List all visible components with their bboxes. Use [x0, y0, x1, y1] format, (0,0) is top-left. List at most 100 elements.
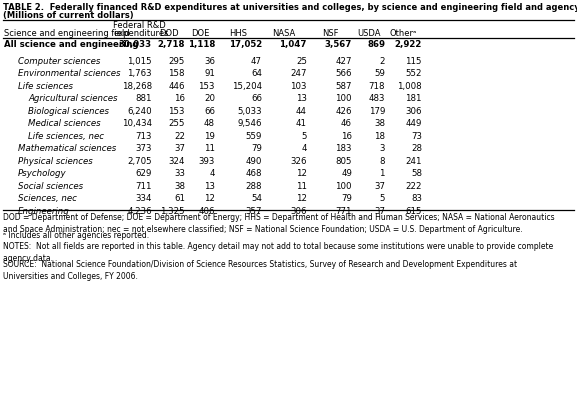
- Text: ᵃ Includes all other agencies reported.: ᵃ Includes all other agencies reported.: [3, 231, 149, 240]
- Text: 326: 326: [290, 157, 307, 166]
- Text: 222: 222: [406, 182, 422, 191]
- Text: 3: 3: [380, 144, 385, 153]
- Text: 8: 8: [380, 157, 385, 166]
- Text: 11: 11: [296, 182, 307, 191]
- Text: 5: 5: [302, 132, 307, 141]
- Text: 64: 64: [251, 69, 262, 78]
- Text: 79: 79: [251, 144, 262, 153]
- Text: 288: 288: [245, 182, 262, 191]
- Text: 306: 306: [406, 107, 422, 116]
- Text: 20: 20: [204, 95, 215, 103]
- Text: Computer sciences: Computer sciences: [18, 57, 100, 66]
- Text: 771: 771: [335, 207, 352, 216]
- Text: 449: 449: [406, 119, 422, 128]
- Text: 566: 566: [335, 69, 352, 78]
- Text: 587: 587: [335, 82, 352, 91]
- Text: 37: 37: [374, 207, 385, 216]
- Text: 552: 552: [406, 69, 422, 78]
- Text: 61: 61: [174, 194, 185, 203]
- Text: 1,047: 1,047: [279, 40, 307, 49]
- Text: expenditures: expenditures: [113, 29, 168, 38]
- Text: 44: 44: [296, 107, 307, 116]
- Text: 22: 22: [174, 132, 185, 141]
- Text: 805: 805: [335, 157, 352, 166]
- Text: 16: 16: [174, 95, 185, 103]
- Text: Science and engineering field: Science and engineering field: [4, 29, 130, 38]
- Text: 718: 718: [369, 82, 385, 91]
- Text: 66: 66: [204, 107, 215, 116]
- Text: Life sciences, nec: Life sciences, nec: [28, 132, 104, 141]
- Text: 181: 181: [406, 95, 422, 103]
- Text: 711: 711: [136, 182, 152, 191]
- Text: 83: 83: [411, 194, 422, 203]
- Text: 324: 324: [168, 157, 185, 166]
- Text: 16: 16: [341, 132, 352, 141]
- Text: 153: 153: [198, 82, 215, 91]
- Text: 446: 446: [168, 82, 185, 91]
- Text: 100: 100: [335, 95, 352, 103]
- Text: TABLE 2.  Federally financed R&D expenditures at universities and colleges, by s: TABLE 2. Federally financed R&D expendit…: [3, 3, 577, 12]
- Text: 869: 869: [367, 40, 385, 49]
- Text: Sciences, nec: Sciences, nec: [18, 194, 77, 203]
- Text: 36: 36: [204, 57, 215, 66]
- Text: 17,052: 17,052: [228, 40, 262, 49]
- Text: 2,718: 2,718: [158, 40, 185, 49]
- Text: 48: 48: [204, 119, 215, 128]
- Text: 4: 4: [209, 169, 215, 178]
- Text: 373: 373: [136, 144, 152, 153]
- Text: Biological sciences: Biological sciences: [28, 107, 109, 116]
- Text: 6,240: 6,240: [128, 107, 152, 116]
- Text: 255: 255: [168, 119, 185, 128]
- Text: NASA: NASA: [272, 29, 295, 38]
- Text: Medical sciences: Medical sciences: [28, 119, 100, 128]
- Text: 25: 25: [296, 57, 307, 66]
- Text: 28: 28: [411, 144, 422, 153]
- Text: 59: 59: [374, 69, 385, 78]
- Text: 1,325: 1,325: [160, 207, 185, 216]
- Text: 9,546: 9,546: [238, 119, 262, 128]
- Text: 12: 12: [204, 194, 215, 203]
- Text: 73: 73: [411, 132, 422, 141]
- Text: 1: 1: [380, 169, 385, 178]
- Text: 713: 713: [136, 132, 152, 141]
- Text: 30,033: 30,033: [119, 40, 152, 49]
- Text: 37: 37: [174, 144, 185, 153]
- Text: 490: 490: [246, 157, 262, 166]
- Text: 13: 13: [204, 182, 215, 191]
- Text: 5: 5: [380, 194, 385, 203]
- Text: 1,008: 1,008: [398, 82, 422, 91]
- Text: SOURCE:  National Science Foundation/Division of Science Resources Statistics, S: SOURCE: National Science Foundation/Divi…: [3, 260, 517, 281]
- Text: 18,268: 18,268: [122, 82, 152, 91]
- Text: 18: 18: [374, 132, 385, 141]
- Text: Environmental sciences: Environmental sciences: [18, 69, 121, 78]
- Text: 41: 41: [296, 119, 307, 128]
- Text: 79: 79: [341, 194, 352, 203]
- Text: 306: 306: [290, 207, 307, 216]
- Text: 100: 100: [335, 182, 352, 191]
- Text: 47: 47: [251, 57, 262, 66]
- Text: 33: 33: [174, 169, 185, 178]
- Text: 38: 38: [374, 119, 385, 128]
- Text: 3,567: 3,567: [325, 40, 352, 49]
- Text: 241: 241: [406, 157, 422, 166]
- Text: 881: 881: [136, 95, 152, 103]
- Text: USDA: USDA: [357, 29, 381, 38]
- Text: 295: 295: [168, 57, 185, 66]
- Text: 11: 11: [204, 144, 215, 153]
- Text: 483: 483: [369, 95, 385, 103]
- Text: 12: 12: [296, 169, 307, 178]
- Text: Engineering: Engineering: [18, 207, 70, 216]
- Text: 37: 37: [374, 182, 385, 191]
- Text: Physical sciences: Physical sciences: [18, 157, 93, 166]
- Text: Otherᵃ: Otherᵃ: [389, 29, 417, 38]
- Text: 46: 46: [341, 119, 352, 128]
- Text: 179: 179: [369, 107, 385, 116]
- Text: 2,922: 2,922: [395, 40, 422, 49]
- Text: All science and engineering: All science and engineering: [4, 40, 138, 49]
- Text: 615: 615: [406, 207, 422, 216]
- Text: 406: 406: [198, 207, 215, 216]
- Text: 393: 393: [198, 157, 215, 166]
- Text: 15,204: 15,204: [232, 82, 262, 91]
- Text: 5,033: 5,033: [237, 107, 262, 116]
- Text: 4: 4: [302, 144, 307, 153]
